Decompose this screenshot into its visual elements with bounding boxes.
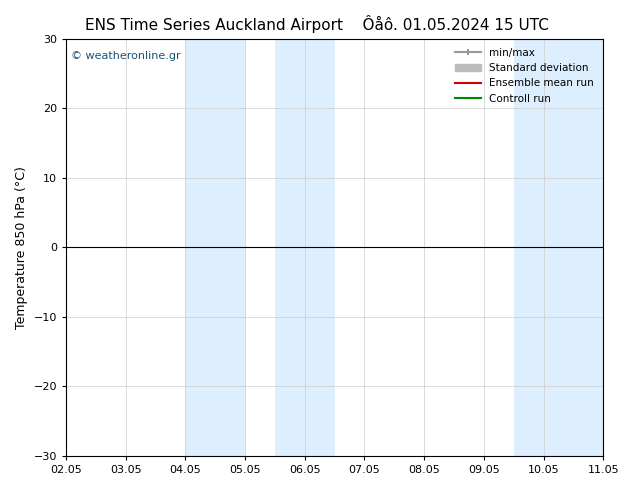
Bar bbox=[573, 39, 603, 456]
Bar bbox=[185, 39, 245, 456]
Text: © weatheronline.gr: © weatheronline.gr bbox=[72, 51, 181, 61]
Bar bbox=[275, 39, 335, 456]
Bar bbox=[514, 39, 573, 456]
Y-axis label: Temperature 850 hPa (°C): Temperature 850 hPa (°C) bbox=[15, 166, 28, 329]
Text: ENS Time Series Auckland Airport    Ôåô. 01.05.2024 15 UTC: ENS Time Series Auckland Airport Ôåô. 01… bbox=[85, 15, 549, 33]
Legend: min/max, Standard deviation, Ensemble mean run, Controll run: min/max, Standard deviation, Ensemble me… bbox=[451, 44, 598, 108]
